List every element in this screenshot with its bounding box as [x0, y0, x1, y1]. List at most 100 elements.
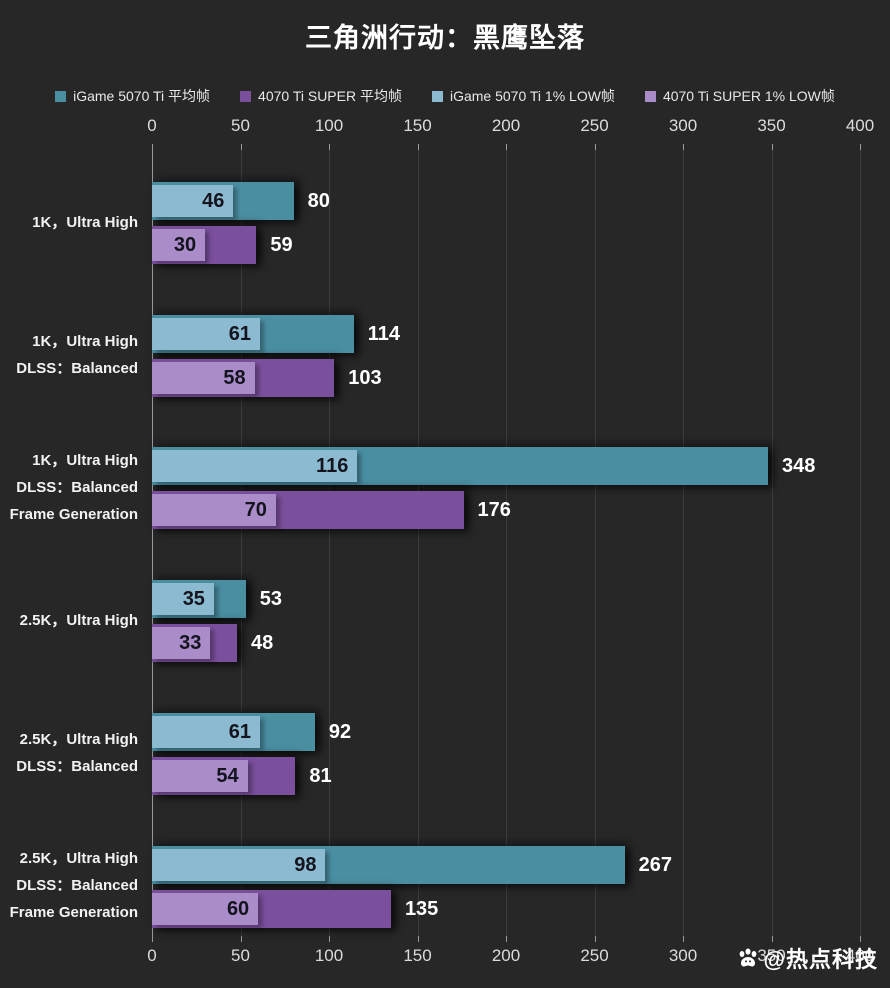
x-tick-label-400: 400 — [845, 116, 875, 135]
bar-low_4070-group-3: 33 — [152, 627, 211, 660]
bar-low_5070-group-0: 46 — [152, 185, 234, 217]
value-label-low_5070-group-3: 35 — [182, 588, 205, 611]
legend-item-3: 4070 Ti SUPER 1% LOW帧 — [644, 86, 835, 106]
category-label-group-4: 2.5K，Ultra High DLSS：Balanced — [0, 726, 138, 780]
legend-swatch-icon — [240, 90, 252, 102]
legend-label: 4070 Ti SUPER 平均帧 — [258, 88, 402, 104]
value-label-avg_4070-group-2: 176 — [477, 499, 511, 522]
x-tick-label-400: 400 — [845, 946, 875, 965]
category-label-line: 1K，Ultra High — [32, 451, 138, 469]
category-label-line: DLSS：Balanced — [16, 757, 138, 775]
value-label-avg_5070-group-2: 348 — [781, 455, 816, 478]
watermark-text: @热点科技 — [763, 947, 878, 972]
bar-low_4070-group-5: 60 — [152, 892, 259, 925]
tick-mark — [771, 936, 773, 942]
category-label-line: DLSS：Balanced — [16, 877, 138, 894]
gridline — [506, 150, 507, 936]
gridline — [329, 150, 330, 936]
x-tick-label-350: 350 — [757, 946, 786, 965]
category-label-group-2: 1K，Ultra High DLSS：Balanced Frame Generati… — [0, 447, 138, 528]
tick-mark — [506, 936, 507, 942]
tick-mark — [860, 936, 861, 942]
value-label-low_4070-group-3: 33 — [179, 632, 202, 655]
x-tick-label-300: 300 — [668, 946, 698, 965]
tick-mark — [240, 144, 242, 150]
gridline — [860, 150, 861, 936]
category-label-group-1: 1K，Ultra High DLSS：Balanced — [0, 328, 138, 382]
tick-mark — [860, 144, 861, 150]
tick-mark — [329, 936, 330, 942]
value-label-avg_4070-group-5: 135 — [404, 897, 439, 920]
category-label-line: 2.5K，Ultra High — [19, 850, 138, 867]
x-axis-bottom-tick-labels: 0 50 100 150 200 250 300 350 400 — [0, 946, 890, 968]
legend-label: iGame 5070 Ti 平均帧 — [73, 88, 211, 104]
value-label-low_5070-group-4: 61 — [228, 720, 251, 743]
value-label-low_4070-group-1: 58 — [223, 366, 246, 389]
legend-swatch-icon — [431, 90, 443, 102]
value-label-avg_4070-group-0: 59 — [270, 234, 293, 256]
value-label-low_5070-group-1: 61 — [228, 322, 251, 345]
value-label-low_5070-group-2: 116 — [316, 455, 349, 478]
value-label-low_4070-group-5: 60 — [226, 897, 250, 920]
chart-title: 三角洲行动：黑鹰坠落 — [305, 23, 585, 53]
x-tick-label-250: 250 — [580, 116, 609, 135]
value-label-avg_4070-group-1: 103 — [348, 366, 382, 389]
value-label-low_5070-group-5: 98 — [294, 853, 317, 876]
gridline — [240, 150, 242, 936]
tick-mark — [152, 144, 153, 150]
tick-mark — [683, 936, 684, 942]
legend-swatch-icon — [55, 90, 67, 102]
category-label-line: Frame Generation — [9, 904, 138, 921]
value-label-avg_5070-group-1: 114 — [367, 322, 401, 345]
x-tick-label-250: 250 — [580, 946, 609, 965]
category-label-line: 2.5K，Ultra High — [19, 611, 138, 629]
value-label-low_5070-group-0: 46 — [202, 190, 225, 212]
legend-swatch-icon — [644, 90, 656, 102]
value-label-avg_5070-group-0: 80 — [307, 190, 330, 212]
tick-mark — [594, 936, 596, 942]
value-label-low_4070-group-0: 30 — [173, 234, 197, 256]
legend-label: iGame 5070 Ti 1% LOW帧 — [449, 88, 615, 104]
category-label-line: DLSS：Balanced — [16, 478, 138, 496]
value-label-avg_5070-group-4: 92 — [328, 720, 352, 743]
bar-low_5070-group-3: 35 — [152, 583, 214, 616]
tick-mark — [594, 144, 596, 150]
category-label-line: Frame Generation — [9, 505, 138, 523]
gridline — [771, 150, 773, 936]
x-tick-label-0: 0 — [147, 946, 157, 965]
gridline — [417, 150, 419, 936]
x-axis-top-tick-labels: 0 50 100 150 200 250 300 350 400 — [0, 116, 890, 138]
bar-low_5070-group-4: 61 — [152, 715, 260, 748]
plot-area: 80 59 46 30 114 103 61 58 348 176 116 70 53 48 35 33 92 8… — [152, 150, 861, 936]
bar-low_4070-group-0: 30 — [152, 229, 206, 261]
tick-mark — [329, 144, 330, 150]
axis-zero-line — [152, 150, 153, 936]
gridline — [594, 150, 596, 936]
watermark: @热点科技 — [736, 942, 878, 974]
value-label-low_4070-group-4: 54 — [216, 764, 239, 787]
tick-mark — [683, 144, 684, 150]
bar-low_4070-group-4: 54 — [152, 759, 248, 792]
bar-low_5070-group-1: 61 — [152, 317, 260, 350]
x-tick-label-150: 150 — [403, 946, 432, 965]
x-tick-label-200: 200 — [491, 116, 521, 135]
bar-low_5070-group-5: 98 — [152, 848, 326, 881]
x-tick-label-150: 150 — [403, 116, 432, 135]
x-tick-label-50: 50 — [231, 116, 250, 135]
legend: iGame 5070 Ti 平均帧 4070 Ti SUPER 平均帧 iGame … — [0, 86, 890, 106]
bar-low_4070-group-1: 58 — [152, 361, 255, 394]
tick-mark — [506, 144, 507, 150]
tick-mark — [771, 144, 773, 150]
tick-mark — [417, 144, 419, 150]
paw-logo-icon — [739, 948, 756, 967]
gridline — [683, 150, 684, 936]
category-label-group-5: 2.5K，Ultra High DLSS：Balanced Frame Genera… — [0, 845, 138, 926]
x-tick-label-100: 100 — [314, 116, 344, 135]
legend-item-2: iGame 5070 Ti 1% LOW帧 — [431, 86, 615, 106]
x-tick-label-200: 200 — [491, 946, 521, 965]
x-tick-label-0: 0 — [147, 116, 157, 135]
tick-mark — [152, 936, 153, 942]
x-tick-label-300: 300 — [668, 116, 698, 135]
legend-label: 4070 Ti SUPER 1% LOW帧 — [662, 88, 835, 104]
